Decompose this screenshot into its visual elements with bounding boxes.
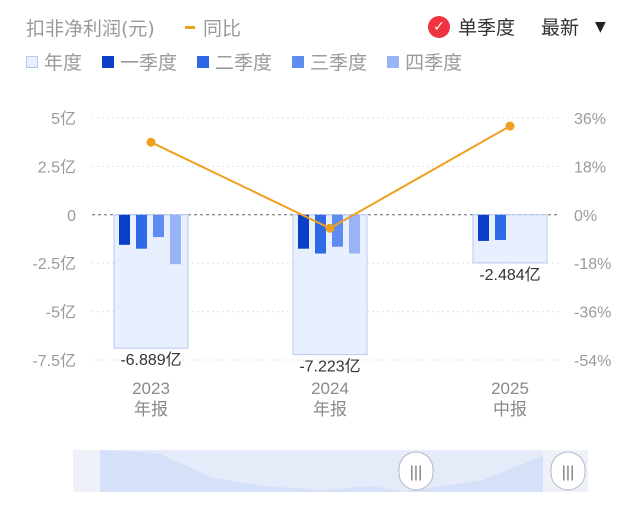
legend-annual-label: 年度: [44, 52, 83, 74]
legend-q2-label: 二季度: [215, 52, 273, 74]
single-quarter-toggle[interactable]: ✓ 单季度: [428, 13, 515, 40]
legend: 年度 一季度 二季度 三季度 四季度: [26, 48, 482, 75]
navigator-left-handle-grip: |||: [410, 464, 422, 481]
category-label-year: 2025: [491, 379, 529, 398]
quarter-bar-q3: [332, 214, 343, 247]
category-label-type: 年报: [134, 400, 168, 419]
right-axis-tick-label: 36%: [574, 111, 606, 128]
category-label-year: 2024: [311, 379, 349, 398]
annual-value-label: -7.223亿: [299, 358, 360, 376]
right-axis-tick-label: 18%: [574, 159, 606, 176]
legend-q3-swatch: [292, 55, 305, 68]
quarter-bar-q1: [478, 214, 489, 241]
legend-q4-label: 四季度: [405, 52, 463, 74]
navigator-right-handle[interactable]: |||: [550, 451, 586, 491]
category-label-type: 年报: [313, 400, 347, 419]
legend-q1-swatch: [102, 55, 115, 68]
right-axis-tick-label: -54%: [574, 353, 611, 370]
navigator-left-handle[interactable]: |||: [398, 451, 434, 491]
period-dropdown[interactable]: 最新 ▼: [541, 13, 606, 40]
check-icon: ✓: [428, 15, 450, 38]
legend-q2[interactable]: 二季度: [197, 48, 272, 75]
left-axis-tick-label: -7.5亿: [32, 352, 76, 370]
navigator-right-handle-grip: |||: [562, 464, 574, 481]
left-axis-tick-label: -5亿: [46, 304, 76, 322]
quarter-bar-q4: [349, 214, 360, 254]
legend-q1-label: 一季度: [120, 52, 178, 74]
right-axis-tick-label: -36%: [574, 305, 611, 322]
left-axis-tick-label: 2.5亿: [38, 158, 76, 176]
period-dropdown-label: 最新: [541, 17, 580, 39]
caret-down-icon: ▼: [595, 18, 606, 35]
quarter-bar-q2: [315, 214, 326, 254]
legend-yoy[interactable]: 同比: [185, 14, 241, 41]
legend-yoy-label: 同比: [203, 18, 242, 40]
yoy-line-swatch: [185, 26, 195, 29]
category-label-type: 中报: [493, 400, 527, 419]
yoy-point: [505, 121, 515, 131]
quarter-bar-q2: [136, 214, 147, 249]
category-label-year: 2023: [132, 379, 170, 398]
navigator-selection[interactable]: [100, 450, 543, 492]
annual-value-label: -2.484亿: [479, 266, 540, 284]
legend-q2-swatch: [197, 55, 210, 68]
right-axis-tick-label: -18%: [574, 256, 611, 273]
annual-value-label: -6.889亿: [120, 351, 181, 369]
navigator-preview-area: [100, 450, 543, 492]
legend-q1[interactable]: 一季度: [102, 48, 177, 75]
yoy-line: [150, 125, 511, 230]
right-axis-tick-label: 0%: [574, 208, 597, 225]
left-axis-tick-label: -2.5亿: [32, 255, 76, 273]
mode-label: 单季度: [458, 17, 516, 39]
quarter-bar-q1: [298, 214, 309, 249]
quarter-bar-q3: [153, 214, 164, 238]
left-axis-tick-label: 5亿: [51, 110, 76, 128]
legend-annual-swatch: [26, 55, 38, 68]
range-navigator[interactable]: ||| |||: [73, 450, 588, 492]
legend-q3-label: 三季度: [310, 52, 368, 74]
legend-q4[interactable]: 四季度: [387, 48, 462, 75]
quarter-bar-q2: [495, 214, 506, 240]
left-axis-tick-label: 0: [67, 208, 76, 225]
chart-title: 扣非净利润(元): [26, 18, 155, 40]
quarter-bar-q1: [119, 214, 130, 245]
quarter-bar-q4: [170, 214, 181, 265]
legend-annual[interactable]: 年度: [26, 48, 82, 75]
yoy-point: [325, 223, 335, 233]
legend-q3[interactable]: 三季度: [292, 48, 367, 75]
yoy-point: [146, 137, 156, 147]
legend-q4-swatch: [387, 55, 400, 68]
